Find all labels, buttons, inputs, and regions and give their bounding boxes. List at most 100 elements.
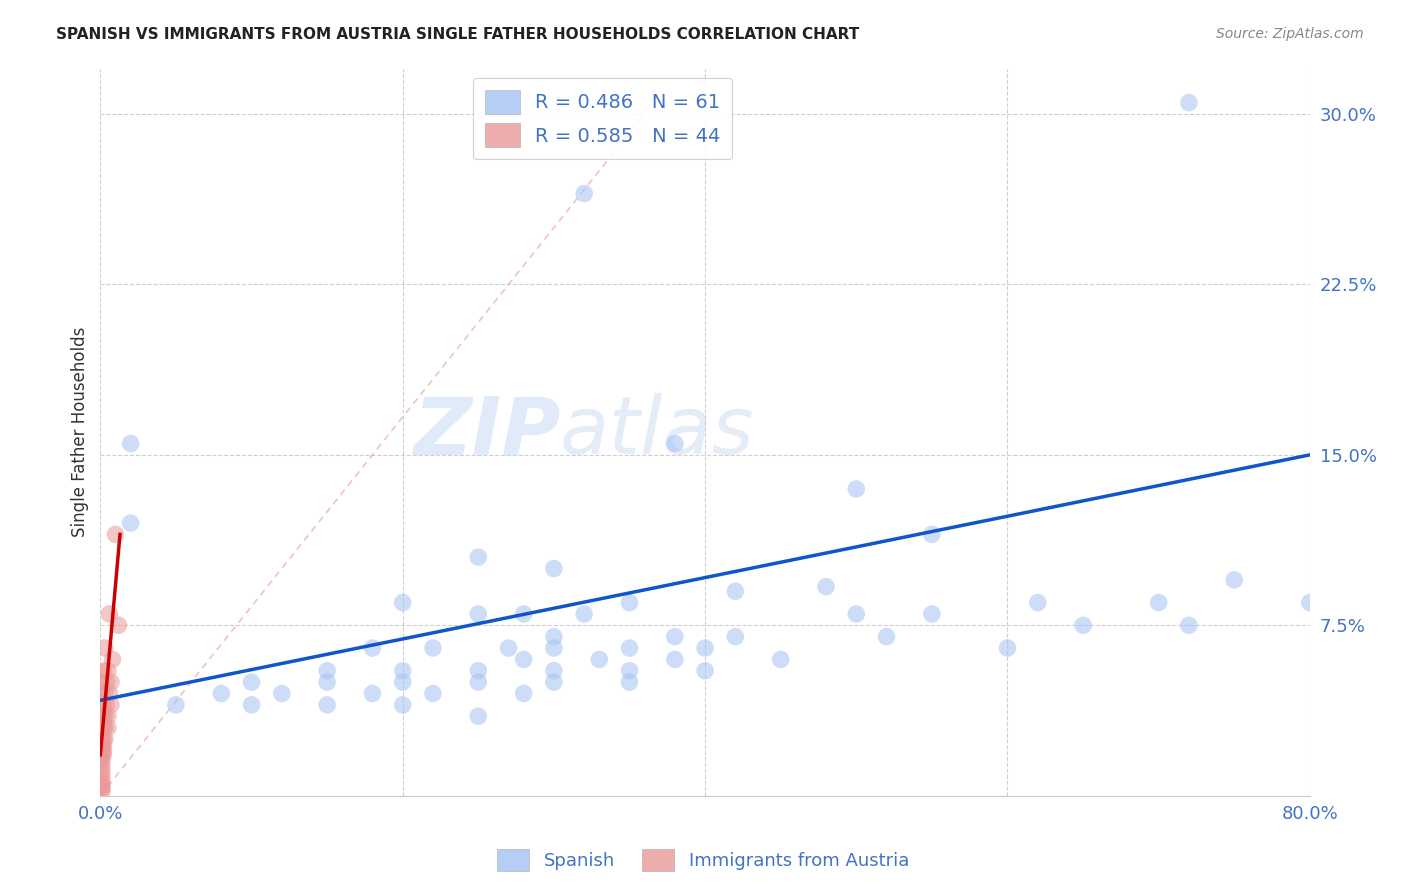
Point (90, 675, 112, 690)
Text: atlas: atlas (560, 393, 755, 471)
Point (100, 675, 122, 690)
Point (664, 436, 686, 450)
Point (90, 709, 112, 723)
Point (93, 698, 115, 712)
Point (1223, 573, 1246, 587)
Point (467, 675, 489, 690)
Point (90, 756, 112, 771)
Point (97, 664, 120, 678)
Point (572, 186, 595, 201)
Point (93, 664, 115, 678)
Point (543, 675, 565, 690)
Point (876, 630, 898, 644)
Point (90, 781, 112, 796)
Point (619, 675, 641, 690)
Point (90, 784, 112, 798)
Point (98, 686, 121, 700)
Point (90, 771, 112, 785)
Point (467, 709, 489, 723)
Point (90, 747, 112, 762)
Point (693, 640, 716, 655)
Point (98, 607, 121, 621)
Point (90, 739, 112, 753)
Point (316, 675, 339, 690)
Point (693, 664, 716, 678)
Point (997, 640, 1019, 655)
Point (391, 698, 413, 712)
Point (664, 652, 686, 666)
Point (90, 721, 112, 735)
Text: SPANISH VS IMMIGRANTS FROM AUSTRIA SINGLE FATHER HOUSEHOLDS CORRELATION CHART: SPANISH VS IMMIGRANTS FROM AUSTRIA SINGL… (56, 27, 859, 42)
Point (240, 698, 263, 712)
Point (93, 747, 115, 762)
Point (1299, 596, 1322, 610)
Point (1178, 95, 1201, 110)
Point (100, 698, 122, 712)
Point (512, 607, 534, 621)
Point (588, 652, 610, 666)
Point (1071, 618, 1094, 632)
Point (921, 607, 943, 621)
Point (724, 584, 747, 599)
Point (512, 686, 534, 700)
Point (97, 709, 120, 723)
Point (96, 698, 118, 712)
Point (90, 743, 112, 757)
Point (165, 698, 187, 712)
Point (498, 640, 520, 655)
Point (120, 436, 142, 450)
Point (467, 550, 489, 565)
Point (1178, 618, 1201, 632)
Point (467, 664, 489, 678)
Point (422, 686, 444, 700)
Point (769, 652, 792, 666)
Point (94, 721, 117, 735)
Point (90, 698, 112, 712)
Point (270, 686, 292, 700)
Point (240, 675, 263, 690)
Point (94, 640, 117, 655)
Point (724, 630, 747, 644)
Point (619, 640, 641, 655)
Point (391, 664, 413, 678)
Point (815, 580, 838, 594)
Point (316, 698, 339, 712)
Point (93, 739, 115, 753)
Point (921, 527, 943, 541)
Point (90, 686, 112, 700)
Point (845, 607, 868, 621)
Point (391, 596, 413, 610)
Point (120, 516, 142, 530)
Point (90, 766, 112, 780)
Point (664, 630, 686, 644)
Point (90, 777, 112, 791)
Legend: R = 0.486   N = 61, R = 0.585   N = 44: R = 0.486 N = 61, R = 0.585 N = 44 (472, 78, 733, 159)
Point (209, 686, 232, 700)
Point (361, 640, 384, 655)
Point (619, 596, 641, 610)
Point (93, 731, 115, 746)
Point (107, 618, 129, 632)
Point (104, 527, 127, 541)
Legend: Spanish, Immigrants from Austria: Spanish, Immigrants from Austria (489, 842, 917, 879)
Point (97, 721, 120, 735)
Point (101, 652, 124, 666)
Point (93, 721, 115, 735)
Point (316, 664, 339, 678)
Point (96, 675, 118, 690)
Point (512, 652, 534, 666)
Point (94, 709, 117, 723)
Y-axis label: Single Father Households: Single Father Households (72, 327, 89, 537)
Point (93, 709, 115, 723)
Point (1026, 596, 1049, 610)
Point (90, 752, 112, 766)
Text: ZIP: ZIP (412, 393, 560, 471)
Point (90, 731, 112, 746)
Point (422, 640, 444, 655)
Point (361, 686, 384, 700)
Point (543, 561, 565, 575)
Point (619, 664, 641, 678)
Point (467, 607, 489, 621)
Text: Source: ZipAtlas.com: Source: ZipAtlas.com (1216, 27, 1364, 41)
Point (90, 762, 112, 776)
